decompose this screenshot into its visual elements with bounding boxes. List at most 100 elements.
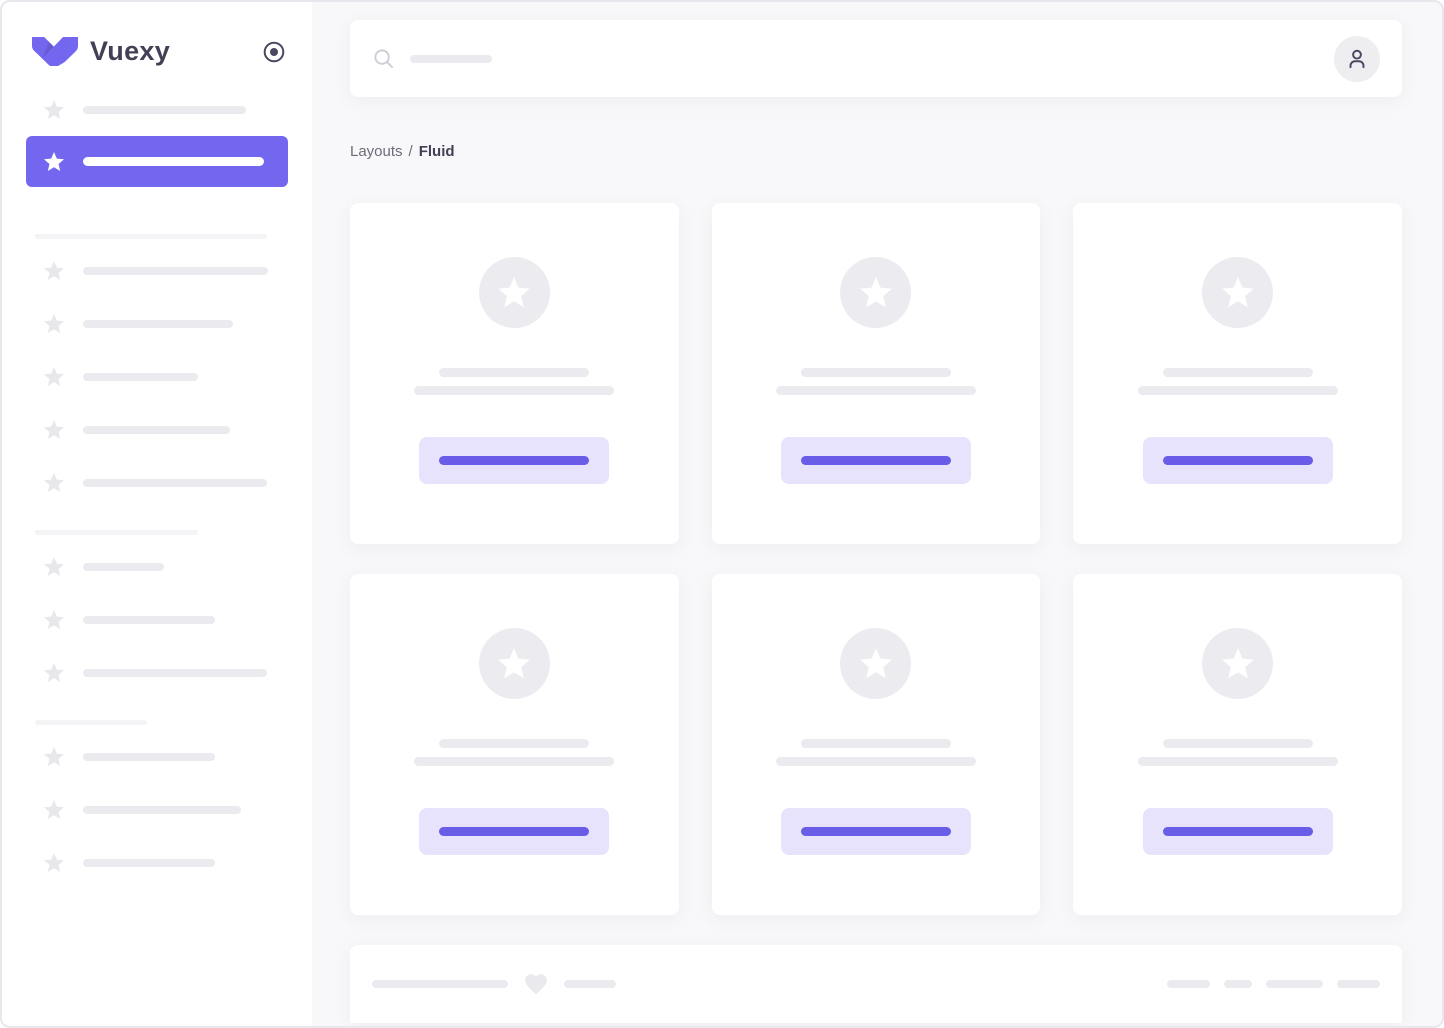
placeholder-card <box>350 574 679 915</box>
nav-item-label-skeleton <box>83 267 268 275</box>
card-title-skeleton <box>800 739 951 748</box>
card-title-skeleton <box>1162 368 1313 377</box>
sidebar-nav-item[interactable] <box>26 96 288 124</box>
card-avatar-circle <box>478 257 550 328</box>
footer-text-skeleton <box>1167 980 1210 988</box>
card-title-skeleton <box>439 368 590 377</box>
sidebar-section <box>2 720 312 877</box>
star-icon <box>42 555 66 579</box>
nav-item-label-skeleton <box>83 859 215 867</box>
nav-item-label-skeleton <box>83 426 230 434</box>
star-icon <box>42 471 66 495</box>
sidebar-nav-item[interactable] <box>26 796 288 824</box>
nav-item-label-skeleton <box>83 106 246 114</box>
sidebar-nav-item[interactable] <box>26 363 288 391</box>
sidebar-nav-item[interactable] <box>26 606 288 634</box>
breadcrumb-current: Fluid <box>418 143 455 160</box>
nav-item-label-skeleton <box>83 373 198 381</box>
card-grid <box>350 203 1402 915</box>
card-button[interactable] <box>1142 808 1333 855</box>
footer-text-skeleton <box>372 980 508 988</box>
card-button-label-skeleton <box>1162 456 1313 465</box>
sidebar-nav-item[interactable] <box>26 659 288 687</box>
star-icon <box>42 418 66 442</box>
sidebar-nav-item[interactable] <box>26 416 288 444</box>
sidebar-nav-item-active[interactable] <box>26 136 288 187</box>
search-box[interactable] <box>372 47 1334 70</box>
nav-item-label-skeleton <box>83 563 164 571</box>
sidebar: Vuexy <box>2 2 312 1026</box>
card-avatar-circle <box>1202 628 1274 699</box>
sidebar-nav-item[interactable] <box>26 257 288 285</box>
breadcrumb: Layouts / Fluid <box>350 143 1402 160</box>
star-icon <box>42 608 66 632</box>
card-button-label-skeleton <box>800 827 951 836</box>
sidebar-section <box>2 530 312 687</box>
card-avatar-circle <box>840 257 912 328</box>
nav-section-header-skeleton <box>35 234 267 239</box>
card-avatar-circle <box>1202 257 1274 328</box>
star-icon <box>857 274 895 312</box>
star-icon <box>42 259 66 283</box>
user-avatar[interactable] <box>1334 35 1380 82</box>
card-subtitle-skeleton <box>775 757 976 766</box>
nav-item-label-skeleton <box>83 320 233 328</box>
nav-item-label-skeleton <box>83 753 215 761</box>
placeholder-card <box>711 574 1041 915</box>
card-subtitle-skeleton <box>1137 386 1338 395</box>
card-button[interactable] <box>419 808 610 855</box>
star-icon <box>495 274 533 312</box>
nav-section-header-skeleton <box>35 720 147 725</box>
star-icon <box>42 851 66 875</box>
star-icon <box>42 798 66 822</box>
card-button[interactable] <box>780 808 971 855</box>
sidebar-nav-item[interactable] <box>26 553 288 581</box>
footer-right-group <box>1167 980 1380 988</box>
placeholder-card <box>711 203 1041 544</box>
placeholder-card <box>1073 574 1402 915</box>
footer-text-skeleton <box>1266 980 1323 988</box>
person-icon <box>1344 46 1370 72</box>
search-placeholder-skeleton <box>410 54 492 63</box>
card-avatar-circle <box>478 628 550 699</box>
footer-text-skeleton <box>1337 980 1380 988</box>
footer-text-skeleton <box>564 980 616 988</box>
star-icon <box>42 98 66 122</box>
breadcrumb-separator: / <box>408 143 413 160</box>
star-icon <box>42 661 66 685</box>
star-icon <box>42 150 66 174</box>
card-subtitle-skeleton <box>775 386 976 395</box>
card-button-label-skeleton <box>800 456 951 465</box>
nav-pin-toggle-icon[interactable] <box>262 40 286 64</box>
card-button[interactable] <box>780 437 971 484</box>
star-icon <box>42 745 66 769</box>
card-button[interactable] <box>1142 437 1333 484</box>
card-button-label-skeleton <box>1162 827 1313 836</box>
sidebar-nav-item[interactable] <box>26 469 288 497</box>
heart-icon <box>522 971 550 997</box>
card-avatar-circle <box>840 628 912 699</box>
footer-left-group <box>372 971 616 997</box>
nav-item-label-skeleton <box>83 669 267 677</box>
card-subtitle-skeleton <box>414 386 615 395</box>
nav-item-label-skeleton <box>83 806 241 814</box>
footer <box>350 945 1402 1023</box>
nav-item-label-skeleton <box>83 616 215 624</box>
brand-name: Vuexy <box>90 36 171 66</box>
sidebar-nav-item[interactable] <box>26 849 288 877</box>
footer-text-skeleton <box>1224 980 1252 988</box>
nav-item-label-skeleton <box>83 157 264 166</box>
card-button-label-skeleton <box>439 456 590 465</box>
breadcrumb-section[interactable]: Layouts <box>350 143 403 160</box>
sidebar-section <box>2 96 312 187</box>
card-subtitle-skeleton <box>414 757 615 766</box>
card-button[interactable] <box>419 437 610 484</box>
vuexy-logo-icon <box>32 37 78 66</box>
card-title-skeleton <box>800 368 951 377</box>
sidebar-nav-item[interactable] <box>26 743 288 771</box>
sidebar-nav-item[interactable] <box>26 310 288 338</box>
star-icon <box>495 645 533 683</box>
sidebar-nav <box>2 96 312 877</box>
card-subtitle-skeleton <box>1137 757 1338 766</box>
